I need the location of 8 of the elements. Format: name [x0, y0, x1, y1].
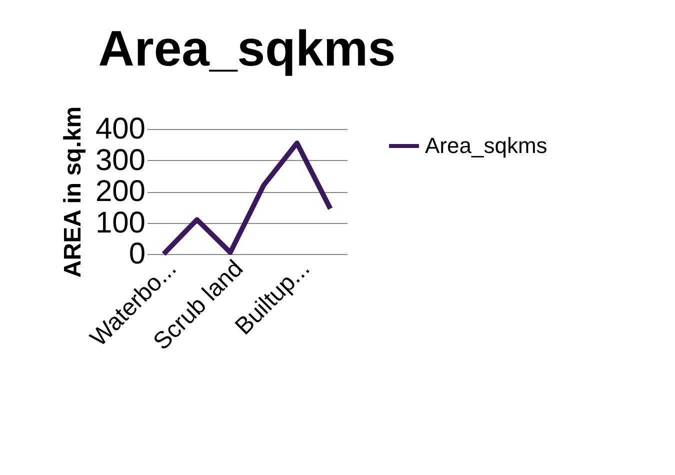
y-tick-label: 400 — [95, 112, 146, 146]
legend-label: Area_sqkms — [425, 133, 548, 158]
y-tick-label: 0 — [128, 238, 146, 270]
y-axis-title: AREA in sq.km — [59, 106, 86, 278]
chart-title: Area_sqkms — [98, 20, 396, 76]
y-tick-label: 300 — [95, 144, 146, 177]
y-tick-label: 100 — [95, 206, 146, 240]
y-tick-label: 200 — [95, 175, 146, 208]
